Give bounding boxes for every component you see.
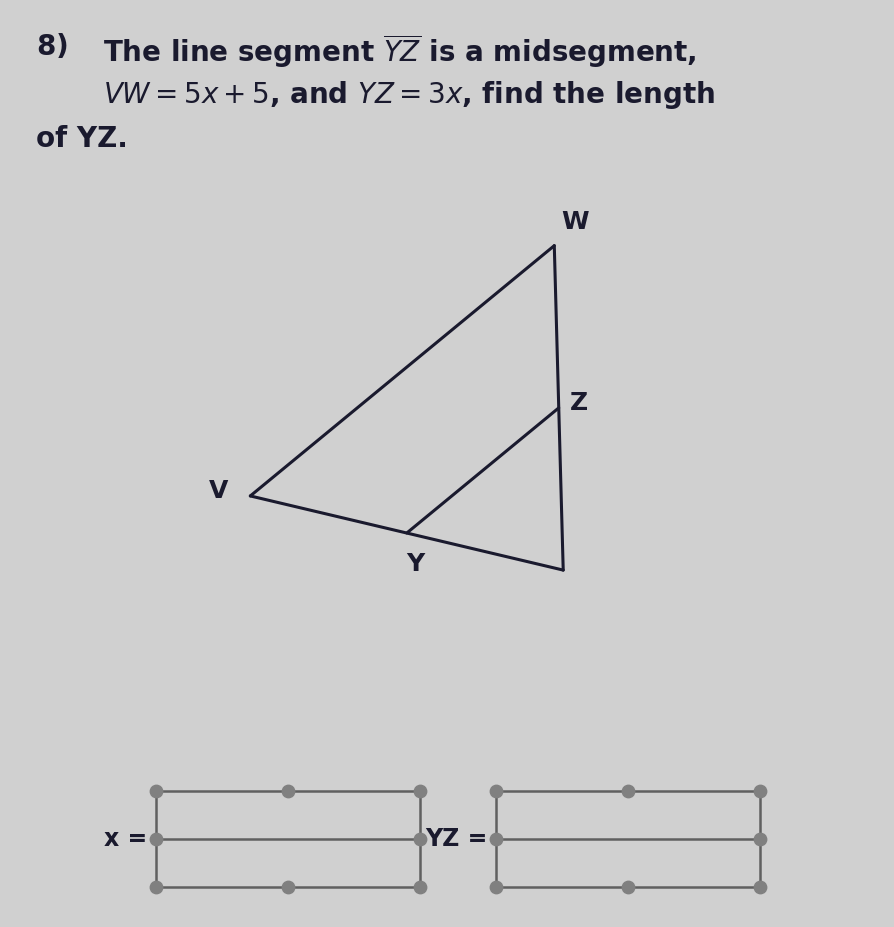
Point: [149, 880, 164, 895]
Point: [620, 783, 635, 798]
Point: [753, 783, 767, 798]
Text: W: W: [561, 210, 588, 235]
Text: YZ =: YZ =: [425, 827, 487, 851]
Point: [620, 880, 635, 895]
Point: [753, 880, 767, 895]
Point: [489, 880, 503, 895]
Text: V: V: [208, 479, 228, 503]
Text: Z: Z: [570, 391, 588, 415]
Point: [413, 832, 427, 846]
Point: [489, 783, 503, 798]
Point: [149, 783, 164, 798]
Text: Y: Y: [407, 552, 425, 576]
Point: [413, 880, 427, 895]
Point: [489, 832, 503, 846]
Point: [753, 832, 767, 846]
Text: $VW = 5x + 5$, and $YZ = 3x$, find the length: $VW = 5x + 5$, and $YZ = 3x$, find the l…: [103, 79, 715, 111]
Text: x =: x =: [105, 827, 148, 851]
Point: [413, 783, 427, 798]
Text: of YZ.: of YZ.: [36, 125, 128, 153]
Point: [281, 880, 295, 895]
Point: [149, 832, 164, 846]
Point: [281, 783, 295, 798]
Text: The line segment $\overline{YZ}$ is a midsegment,: The line segment $\overline{YZ}$ is a mi…: [103, 32, 696, 70]
Text: $\mathbf{8)}$: $\mathbf{8)}$: [36, 32, 67, 61]
